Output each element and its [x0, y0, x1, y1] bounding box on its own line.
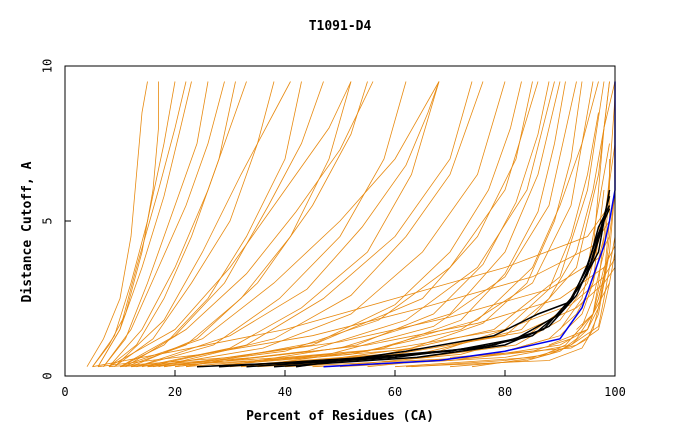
orange-series-line-22	[92, 205, 610, 368]
y-tick-label: 0	[41, 372, 55, 379]
orange-series-line-16	[163, 81, 539, 368]
orange-series-line-17	[174, 81, 555, 368]
orange-series-line-11	[130, 81, 368, 368]
orange-series-line-1	[92, 81, 159, 367]
orange-series-line-12	[136, 81, 407, 368]
orange-series-line-36	[108, 81, 352, 368]
orange-series-line-4	[103, 81, 209, 367]
orange-series-line-48	[185, 81, 522, 368]
black-series-line-63	[246, 205, 611, 368]
orange-series-line-54	[504, 189, 605, 352]
orange-series-line-41	[449, 189, 616, 358]
orange-series-line-8	[119, 81, 302, 368]
chart-title: T1091-D4	[309, 19, 372, 34]
orange-series-line-14	[147, 81, 473, 368]
x-tick-label: 80	[498, 385, 512, 399]
orange-series-line-13	[141, 81, 440, 368]
x-axis-label: Percent of Residues (CA)	[246, 409, 434, 424]
orange-series-line-47	[218, 81, 550, 368]
orange-series-line-0	[86, 81, 148, 367]
orange-series-line-18	[185, 81, 577, 368]
orange-series-line-2	[92, 81, 176, 367]
x-tick-label: 20	[168, 385, 182, 399]
y-tick-label: 10	[41, 59, 55, 73]
orange-series-line-53	[97, 81, 192, 367]
orange-series-line-45	[273, 81, 583, 368]
orange-series-line-52	[103, 81, 225, 367]
orange-series-line-15	[152, 81, 506, 368]
orange-series-line-58	[449, 267, 605, 368]
black-series-line-65	[295, 208, 611, 368]
x-tick-label: 100	[604, 385, 626, 399]
black-series-line-64	[273, 220, 605, 368]
orange-series-line-50	[136, 81, 440, 368]
orange-series-line-37	[114, 81, 291, 367]
orange-series-line-32	[202, 81, 599, 368]
orange-series-line-39	[394, 282, 610, 368]
orange-series-line-35	[119, 81, 440, 368]
orange-series-line-33	[174, 81, 561, 368]
orange-series-line-34	[163, 81, 533, 368]
orange-series-line-20	[218, 81, 605, 368]
orange-series-line-49	[158, 81, 484, 368]
y-tick-label: 5	[41, 217, 55, 224]
orange-series-line-59	[471, 189, 610, 368]
orange-series-line-60	[559, 81, 610, 330]
series-layer	[86, 81, 616, 368]
x-tick-label: 40	[278, 385, 292, 399]
tick-layer: 0 20 40 60 80 100 0 5 10	[41, 59, 626, 399]
x-tick-label: 0	[61, 385, 68, 399]
orange-series-line-57	[411, 251, 610, 368]
y-axis-label: Distance Cutoff, A	[20, 161, 35, 302]
orange-series-line-10	[125, 81, 352, 368]
orange-series-line-31	[229, 81, 616, 368]
orange-series-line-56	[576, 96, 616, 330]
orange-series-line-51	[125, 81, 374, 368]
orange-series-line-5	[108, 81, 236, 368]
orange-series-line-6	[108, 81, 247, 367]
black-series-line-62	[218, 196, 611, 368]
x-tick-label: 60	[388, 385, 402, 399]
orange-series-line-38	[339, 236, 616, 368]
orange-series-line-46	[246, 81, 566, 368]
orange-series-line-7	[114, 81, 275, 368]
